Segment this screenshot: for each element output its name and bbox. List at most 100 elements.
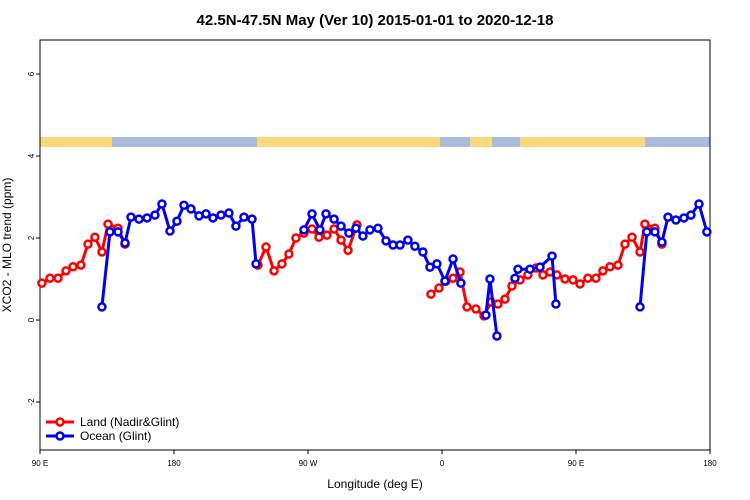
- x-tick-label: 0: [440, 459, 445, 468]
- data-point: [172, 216, 182, 226]
- data-point: [613, 260, 623, 270]
- data-point: [165, 226, 175, 236]
- data-point: [560, 274, 570, 284]
- legend-label: Land (Nadir&Glint): [80, 415, 179, 429]
- data-point: [440, 276, 450, 286]
- data-point: [525, 264, 535, 274]
- data-point: [635, 302, 645, 312]
- data-point: [635, 247, 645, 257]
- data-point: [513, 264, 523, 274]
- data-point: [591, 273, 601, 283]
- y-tick-label: -2: [27, 398, 36, 406]
- data-point: [239, 212, 249, 222]
- data-point: [365, 225, 375, 235]
- data-point: [113, 227, 123, 237]
- series-line: [302, 210, 463, 285]
- data-point: [351, 223, 361, 233]
- plot-frame: [39, 39, 711, 451]
- data-point: [425, 262, 435, 272]
- data-point: [336, 221, 346, 231]
- y-axis-label: XCO2 - MLO trend (ppm): [0, 178, 14, 313]
- data-point: [640, 219, 650, 229]
- x-tick-label: 90 W: [299, 459, 318, 468]
- data-point: [105, 227, 115, 237]
- data-point: [68, 261, 78, 272]
- legend-marker: [55, 431, 65, 441]
- data-point: [456, 278, 466, 288]
- x-tick-label: 90 E: [32, 459, 48, 468]
- x-tick-label: 180: [167, 459, 181, 468]
- data-point: [344, 228, 354, 238]
- data-point: [224, 208, 234, 218]
- data-point: [671, 215, 681, 225]
- data-point: [492, 331, 502, 341]
- data-point: [150, 210, 160, 220]
- x-tick-label: 90 E: [568, 459, 584, 468]
- data-point: [103, 219, 113, 229]
- data-point: [269, 266, 279, 276]
- data-point: [299, 225, 309, 235]
- data-point: [373, 223, 383, 233]
- data-point: [642, 227, 652, 237]
- data-point: [186, 204, 196, 214]
- data-point: [481, 310, 491, 320]
- data-point: [343, 245, 353, 256]
- data-point: [493, 299, 503, 309]
- data-point: [53, 273, 63, 283]
- data-point: [418, 247, 428, 257]
- data-point: [322, 230, 332, 240]
- data-point: [216, 210, 226, 220]
- data-point: [434, 283, 444, 293]
- data-point: [134, 214, 144, 224]
- data-point: [620, 239, 630, 249]
- data-point: [500, 294, 510, 304]
- data-point: [627, 232, 637, 242]
- data-point: [126, 212, 136, 222]
- data-point: [686, 210, 696, 220]
- data-point: [208, 213, 218, 223]
- data-point: [426, 289, 436, 299]
- data-point: [702, 227, 712, 237]
- data-point: [315, 225, 325, 235]
- y-tick-label: 4: [27, 153, 36, 158]
- data-point: [471, 304, 481, 314]
- data-point: [403, 235, 413, 245]
- data-point: [395, 240, 405, 250]
- data-point: [410, 241, 420, 251]
- data-point: [381, 236, 391, 246]
- data-point: [448, 254, 458, 264]
- data-point: [583, 273, 593, 283]
- data-point: [547, 251, 557, 261]
- data-point: [321, 209, 331, 219]
- data-point: [90, 232, 100, 242]
- data-point: [291, 233, 301, 243]
- chart-title: 42.5N-47.5N May (Ver 10) 2015-01-01 to 2…: [197, 12, 554, 29]
- data-point: [157, 199, 167, 209]
- data-point: [61, 266, 71, 276]
- data-point: [231, 221, 241, 231]
- legend-label: Ocean (Glint): [80, 429, 151, 443]
- data-point: [83, 239, 93, 249]
- y-tick-label: 0: [27, 317, 36, 322]
- data-point: [76, 260, 86, 270]
- data-point: [261, 242, 271, 252]
- data-point: [462, 302, 472, 312]
- data-point: [507, 281, 517, 291]
- data-point: [605, 261, 615, 272]
- data-point: [663, 212, 673, 222]
- surface-strip: [40, 137, 710, 147]
- data-point: [598, 266, 608, 276]
- data-point: [336, 235, 346, 245]
- legend-marker: [55, 417, 65, 427]
- y-tick-label: 2: [27, 235, 36, 240]
- data-point: [551, 299, 561, 309]
- data-point: [432, 259, 442, 269]
- data-point: [201, 209, 211, 219]
- data-point: [251, 259, 261, 269]
- data-point: [247, 214, 257, 224]
- x-tick-label: 180: [703, 459, 717, 468]
- data-point: [97, 247, 107, 257]
- y-tick-label: 6: [27, 71, 36, 76]
- data-point: [179, 200, 189, 210]
